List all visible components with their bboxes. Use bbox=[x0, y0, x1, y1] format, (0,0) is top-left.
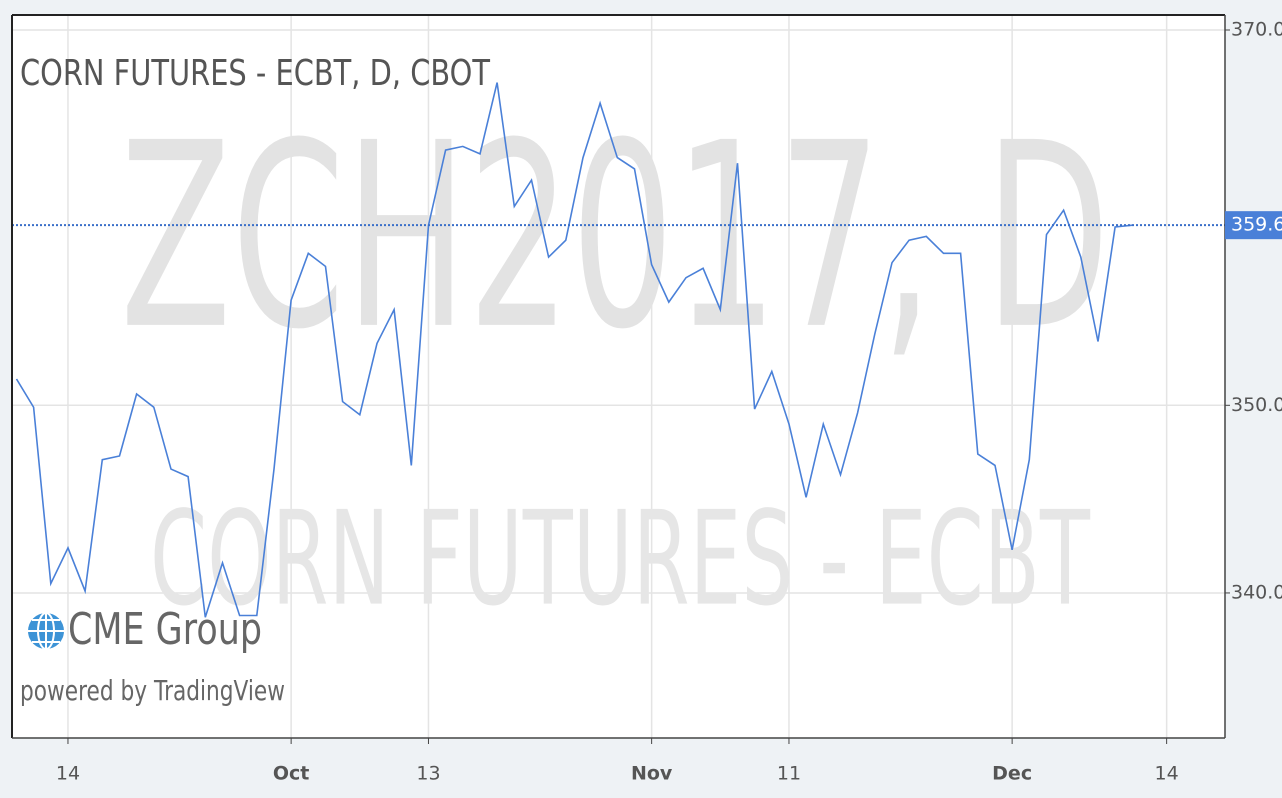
x-tick-label: 14 bbox=[1155, 763, 1179, 785]
x-tick-label: Oct bbox=[273, 763, 310, 785]
y-tick-label: 370.0 bbox=[1231, 19, 1282, 41]
watermark: ZCH2017, D bbox=[120, 89, 1110, 386]
x-tick-label: 11 bbox=[777, 763, 801, 785]
watermark: CORN FUTURES - ECBT bbox=[150, 483, 1090, 635]
y-tick-label: 340.0 bbox=[1231, 581, 1282, 603]
x-tick-label: Nov bbox=[631, 763, 673, 785]
plot-background bbox=[12, 15, 1225, 738]
grid bbox=[12, 15, 1225, 738]
x-tick-label: Dec bbox=[992, 763, 1032, 785]
last-price-label: 359.6 bbox=[1231, 214, 1282, 236]
credit-text: powered by TradingView bbox=[20, 674, 285, 707]
chart-title: CORN FUTURES - ECBT, D, CBOT bbox=[20, 53, 491, 94]
logo-globe bbox=[28, 612, 64, 650]
last-price-badge bbox=[1225, 211, 1282, 240]
y-tick-label: 350.0 bbox=[1231, 394, 1282, 416]
marks bbox=[12, 82, 1225, 618]
price-line bbox=[15, 82, 1133, 618]
logo-text: CME Group bbox=[68, 604, 262, 655]
x-tick-label: 13 bbox=[416, 763, 440, 785]
x-tick-label: 14 bbox=[56, 763, 80, 785]
